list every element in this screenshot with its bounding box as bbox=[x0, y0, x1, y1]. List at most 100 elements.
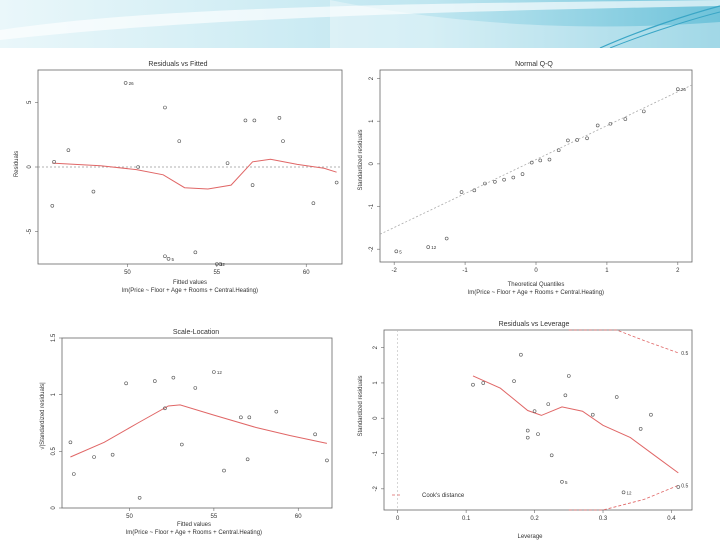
data-point bbox=[519, 352, 523, 357]
y-tick-label: 0.5 bbox=[51, 447, 57, 456]
cooks-distance-legend: Cook's distance bbox=[422, 493, 465, 499]
data-point bbox=[245, 457, 250, 462]
scale-location-panel: Scale-Location Fitted values lm(Price ~ … bbox=[36, 324, 336, 540]
plot-frame bbox=[379, 69, 693, 263]
point-label: 5 bbox=[172, 257, 175, 262]
data-point bbox=[274, 409, 279, 414]
model-formula: lm(Price ~ Floor + Age + Rooms + Central… bbox=[126, 530, 262, 536]
point-label: 5 bbox=[399, 249, 402, 254]
data-point bbox=[180, 442, 184, 447]
y-tick-label: 1 bbox=[51, 392, 57, 396]
x-tick-label: 2 bbox=[676, 268, 680, 274]
data-point bbox=[546, 402, 551, 406]
banner-swoosh-1 bbox=[0, 0, 720, 40]
data-point bbox=[136, 165, 140, 169]
y-axis-label: √|Standardized residuals| bbox=[39, 382, 46, 450]
data-point bbox=[50, 204, 55, 208]
lowess-smooth-line bbox=[472, 375, 679, 474]
data-point bbox=[171, 375, 176, 380]
data-point bbox=[459, 190, 464, 194]
data-point bbox=[502, 177, 506, 182]
model-formula: lm(Price ~ Floor + Age + Rooms + Central… bbox=[122, 288, 258, 294]
data-point bbox=[493, 179, 497, 184]
cooks-distance-contour-lower bbox=[568, 484, 679, 511]
data-point bbox=[547, 157, 552, 162]
x-tick-label: 50 bbox=[124, 270, 131, 276]
data-point bbox=[549, 453, 554, 458]
data-point bbox=[676, 87, 680, 92]
data-point bbox=[556, 148, 561, 153]
data-point bbox=[66, 148, 71, 152]
y-axis-label: Standardized residuals bbox=[358, 375, 364, 436]
banner-swoosh-2 bbox=[330, 0, 720, 48]
data-point bbox=[529, 160, 534, 165]
data-point bbox=[444, 236, 449, 241]
data-point bbox=[123, 81, 128, 85]
normal-qq-panel: Normal Q-Q Theoretical Quantiles lm(Pric… bbox=[354, 52, 698, 298]
data-point bbox=[250, 183, 255, 187]
point-label: 5 bbox=[565, 480, 568, 485]
data-point bbox=[281, 139, 285, 143]
data-point bbox=[225, 161, 230, 165]
y-tick-label: 2 bbox=[373, 345, 379, 349]
data-point bbox=[212, 370, 216, 374]
x-axis-label: Leverage bbox=[517, 534, 543, 540]
data-point bbox=[163, 105, 167, 110]
plot-frame bbox=[383, 329, 693, 511]
data-point bbox=[471, 382, 475, 387]
x-tick-label: 55 bbox=[211, 514, 218, 520]
data-point bbox=[218, 262, 223, 266]
plot-title: Residuals vs Fitted bbox=[148, 61, 207, 68]
y-tick-label: 2 bbox=[369, 76, 375, 80]
data-point bbox=[163, 254, 167, 259]
x-tick-label: 0.2 bbox=[530, 516, 539, 522]
slide-header-banner bbox=[0, 0, 720, 48]
x-tick-label: 0.3 bbox=[599, 516, 608, 522]
data-point bbox=[621, 490, 626, 495]
banner-curve-1 bbox=[599, 5, 720, 48]
data-point bbox=[163, 406, 167, 411]
y-tick-label: -2 bbox=[373, 485, 379, 491]
data-point bbox=[512, 379, 516, 383]
x-tick-label: 0.4 bbox=[667, 516, 676, 522]
data-point bbox=[91, 189, 96, 194]
contour-label: 0.5 bbox=[681, 351, 688, 357]
point-label: 12 bbox=[627, 490, 633, 495]
data-point bbox=[641, 109, 646, 114]
data-point bbox=[623, 117, 628, 121]
data-point bbox=[614, 395, 619, 399]
scale-location-plot: Scale-Location Fitted values lm(Price ~ … bbox=[39, 329, 333, 536]
x-tick-label: 55 bbox=[213, 270, 220, 276]
y-tick-label: 5 bbox=[27, 100, 33, 104]
data-point bbox=[137, 496, 142, 500]
x-tick-label: 60 bbox=[303, 270, 310, 276]
banner-curve-2 bbox=[609, 11, 720, 48]
data-point bbox=[72, 472, 76, 476]
y-tick-label: 1 bbox=[373, 381, 379, 385]
data-point bbox=[520, 172, 525, 176]
y-axis-label: Residuals bbox=[14, 151, 20, 177]
y-tick-label: -1 bbox=[369, 203, 375, 209]
y-tick-label: 0 bbox=[27, 165, 33, 169]
data-point bbox=[590, 412, 595, 417]
x-tick-label: 0.1 bbox=[462, 516, 471, 522]
x-axis-label: Theoretical Quantiles bbox=[508, 282, 565, 288]
x-tick-label: 60 bbox=[295, 514, 302, 520]
data-point bbox=[560, 479, 564, 484]
data-point bbox=[532, 409, 537, 413]
point-label: 26 bbox=[129, 81, 135, 86]
plot-title: Scale-Location bbox=[173, 329, 219, 336]
residuals-vs-leverage-panel: Residuals vs Leverage Leverage Standardi… bbox=[354, 310, 698, 540]
y-tick-label: -1 bbox=[373, 450, 379, 456]
residuals-vs-fitted-plot: Residuals vs Fitted Fitted values lm(Pri… bbox=[14, 61, 343, 294]
data-point bbox=[649, 412, 653, 417]
data-point bbox=[575, 138, 579, 142]
data-point bbox=[243, 118, 248, 123]
data-point bbox=[124, 381, 128, 386]
plot-frame bbox=[61, 337, 333, 509]
plot-title: Normal Q-Q bbox=[515, 61, 553, 68]
point-label: 12 bbox=[431, 245, 437, 250]
data-point bbox=[525, 428, 530, 433]
data-point bbox=[638, 427, 643, 431]
point-label: 26 bbox=[681, 87, 687, 92]
